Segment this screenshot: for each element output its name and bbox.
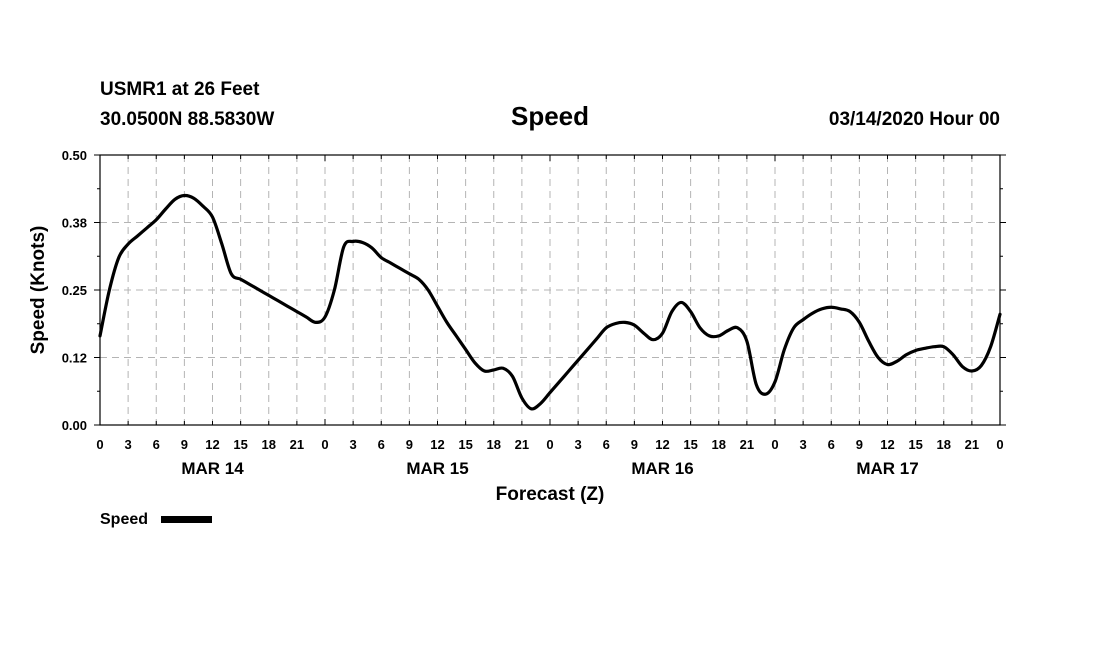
x-tick-label: 0 [321, 437, 328, 452]
x-tick-label: 0 [771, 437, 778, 452]
x-tick-label: 18 [487, 437, 501, 452]
x-tick-label: 12 [655, 437, 669, 452]
x-tick-label: 0 [996, 437, 1003, 452]
x-tick-label: 21 [965, 437, 979, 452]
y-tick-label: 0.38 [62, 216, 87, 231]
x-tick-label: 15 [908, 437, 922, 452]
legend: Speed [100, 511, 212, 528]
x-tick-label: 15 [683, 437, 697, 452]
x-tick-label: 3 [125, 437, 132, 452]
x-tick-label: 15 [233, 437, 247, 452]
day-label: MAR 14 [181, 459, 244, 478]
x-tick-label: 18 [712, 437, 726, 452]
x-tick-label: 12 [880, 437, 894, 452]
day-label: MAR 17 [856, 459, 918, 478]
series-line-speed [98, 193, 1002, 411]
y-tick-label: 0.25 [62, 283, 87, 298]
x-tick-label: 3 [800, 437, 807, 452]
plot-frame [99, 154, 1001, 426]
x-tick-label: 12 [430, 437, 444, 452]
legend-swatch [161, 516, 212, 523]
location-label: 30.0500N 88.5830W [100, 109, 274, 130]
x-tick-label: 9 [181, 437, 188, 452]
x-tick-label: 0 [546, 437, 553, 452]
y-axis-label: Speed (Knots) [28, 226, 49, 355]
x-tick-label: 18 [937, 437, 951, 452]
x-tick-labels: 0 3 6 9 12 15 18 21 0 3 6 9 12 15 18 21 0 3 6 9 12 15 18 21 0 3 6 9… [96, 437, 1003, 452]
x-axis-label: Forecast (Z) [496, 484, 605, 505]
chart-title: Speed [511, 101, 589, 131]
axis-ticks [94, 154, 1006, 426]
x-tick-label: 12 [205, 437, 219, 452]
grid-lines [100, 155, 1000, 425]
forecast-datetime: 03/14/2020 Hour 00 [829, 109, 1000, 130]
station-label: USMR1 at 26 Feet [100, 79, 260, 100]
legend-label: Speed [100, 511, 148, 528]
x-tick-label: 3 [350, 437, 357, 452]
day-label: MAR 15 [406, 459, 468, 478]
y-tick-labels: 0.00 0.12 0.25 0.38 0.50 [62, 148, 87, 433]
y-tick-label: 0.00 [62, 418, 87, 433]
day-labels: MAR 14 MAR 15 MAR 16 MAR 17 [181, 459, 918, 478]
x-tick-label: 15 [458, 437, 472, 452]
x-tick-label: 21 [290, 437, 304, 452]
x-tick-label: 6 [828, 437, 835, 452]
x-tick-label: 9 [406, 437, 413, 452]
x-tick-label: 9 [631, 437, 638, 452]
x-tick-label: 21 [515, 437, 529, 452]
x-tick-label: 9 [856, 437, 863, 452]
day-label: MAR 16 [631, 459, 693, 478]
x-tick-label: 3 [575, 437, 582, 452]
x-tick-label: 21 [740, 437, 754, 452]
x-tick-label: 6 [603, 437, 610, 452]
y-tick-label: 0.50 [62, 148, 87, 163]
x-tick-label: 6 [378, 437, 385, 452]
x-tick-label: 0 [96, 437, 103, 452]
series-layer [98, 193, 1002, 411]
x-tick-label: 6 [153, 437, 160, 452]
x-tick-label: 18 [262, 437, 276, 452]
y-tick-label: 0.12 [62, 351, 87, 366]
